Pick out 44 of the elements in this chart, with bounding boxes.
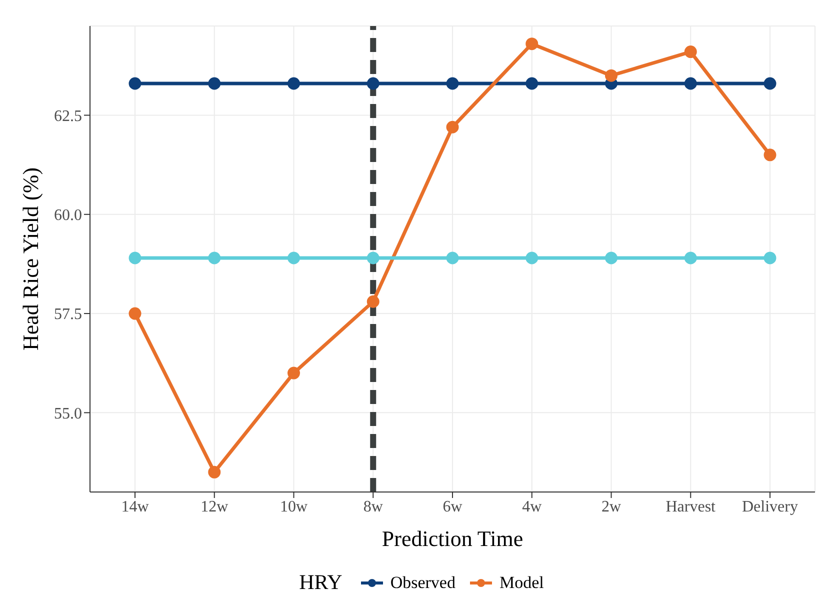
x-tick-label: 14w — [121, 498, 150, 516]
x-tick-label: Harvest — [666, 498, 716, 516]
point — [684, 77, 697, 90]
y-tick-label: 60.0 — [54, 207, 82, 224]
point — [684, 46, 697, 58]
x-tick-label: 2w — [601, 498, 622, 516]
x-tick-label: Delivery — [742, 498, 798, 516]
x-tick-label: 6w — [442, 498, 463, 516]
legend-label: Model — [499, 572, 544, 592]
point — [764, 148, 776, 162]
legend-title: HRY — [299, 570, 342, 595]
x-tick-label: 12w — [200, 498, 229, 516]
point — [366, 252, 380, 264]
point — [366, 295, 380, 308]
point — [764, 252, 776, 264]
point — [446, 120, 459, 134]
point — [288, 252, 300, 264]
point — [288, 366, 300, 380]
x-axis-title: Prediction Time — [382, 526, 524, 551]
point — [128, 77, 142, 90]
point — [446, 252, 459, 264]
legend-label: Observed — [390, 572, 456, 592]
x-tick-label: 4w — [522, 498, 542, 516]
x-tick-label: 10w — [280, 498, 308, 516]
point — [128, 252, 142, 264]
point — [208, 252, 221, 264]
point — [526, 38, 538, 50]
point — [208, 466, 221, 478]
y-tick-label: 57.5 — [54, 306, 82, 324]
point — [288, 77, 300, 90]
point — [128, 307, 142, 320]
point — [605, 69, 618, 82]
point — [684, 252, 697, 264]
y-axis-title: Head Rice Yield (%) — [18, 167, 43, 351]
point — [446, 77, 459, 90]
point — [764, 77, 776, 90]
point — [526, 77, 538, 90]
point — [366, 77, 380, 90]
point — [208, 77, 221, 90]
y-tick-label: 55.0 — [54, 405, 82, 422]
x-tick-label: 8w — [363, 498, 384, 516]
y-tick-label: 62.5 — [54, 108, 82, 125]
point — [526, 252, 538, 264]
point — [605, 252, 618, 264]
